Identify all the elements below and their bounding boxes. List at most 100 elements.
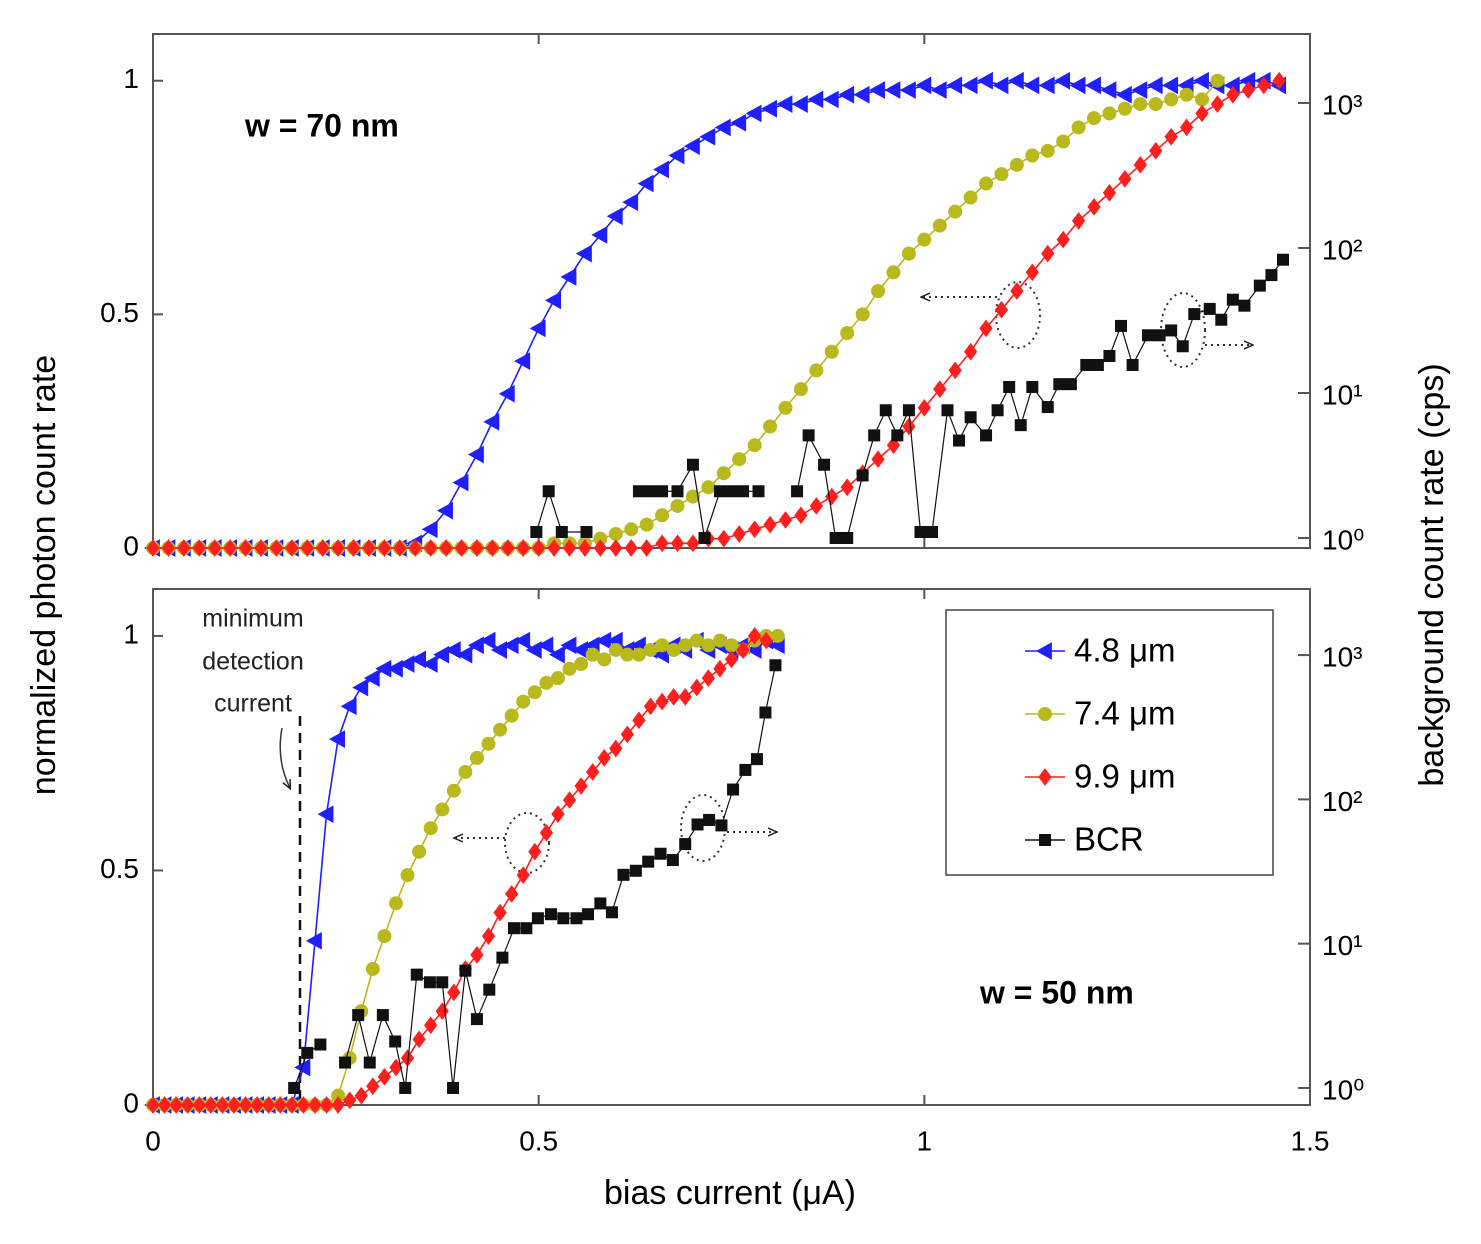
- marker: [421, 655, 438, 673]
- marker: [1040, 143, 1055, 158]
- marker: [1025, 263, 1039, 282]
- marker: [853, 85, 870, 104]
- marker: [435, 802, 450, 817]
- marker: [1226, 293, 1239, 306]
- marker: [655, 638, 670, 653]
- marker: [1084, 76, 1101, 95]
- marker: [930, 81, 947, 99]
- marker: [794, 506, 808, 525]
- marker: [1009, 157, 1024, 172]
- marker: [352, 678, 369, 697]
- marker: [447, 1081, 460, 1094]
- annotation: w = 70 nm: [244, 107, 399, 143]
- y2-tick-label: 10²: [1322, 786, 1362, 817]
- marker: [643, 642, 658, 657]
- marker: [655, 692, 669, 711]
- marker: [1041, 244, 1055, 263]
- marker: [724, 650, 739, 669]
- marker: [643, 697, 658, 716]
- marker: [891, 429, 904, 442]
- marker: [456, 645, 473, 664]
- marker: [398, 655, 415, 673]
- marker: [1179, 87, 1194, 102]
- marker: [840, 478, 854, 497]
- marker: [316, 539, 330, 557]
- marker: [585, 647, 600, 662]
- marker: [1265, 269, 1278, 282]
- marker: [1164, 127, 1178, 146]
- marker: [1210, 95, 1225, 113]
- marker: [423, 976, 436, 989]
- marker: [483, 412, 500, 431]
- marker: [655, 508, 670, 523]
- marker: [822, 90, 839, 109]
- marker: [608, 642, 623, 657]
- marker: [545, 291, 561, 310]
- min-detection-arrow: [279, 727, 290, 788]
- marker: [977, 71, 993, 90]
- marker: [1054, 71, 1071, 90]
- y2-tick-label: 10¹: [1322, 379, 1362, 410]
- marker: [294, 1058, 311, 1077]
- y2-tick-label: 10³: [1322, 89, 1362, 120]
- marker: [715, 819, 728, 832]
- marker: [666, 854, 679, 867]
- marker: [745, 104, 762, 123]
- y2-tick-label: 10¹: [1322, 930, 1362, 961]
- marker: [319, 1096, 334, 1114]
- marker: [452, 473, 469, 492]
- marker: [752, 485, 765, 498]
- marker: [730, 113, 747, 132]
- y2-tick-label: 10²: [1322, 234, 1362, 265]
- marker: [979, 176, 994, 191]
- marker: [516, 539, 530, 557]
- marker: [609, 739, 623, 758]
- plot-frame: [152, 588, 1311, 1106]
- marker: [644, 485, 657, 498]
- marker: [1038, 76, 1055, 95]
- marker: [701, 669, 715, 687]
- marker: [516, 694, 531, 709]
- marker: [548, 645, 565, 664]
- marker: [491, 641, 507, 659]
- marker: [879, 404, 892, 417]
- marker: [594, 897, 607, 910]
- marker: [593, 539, 607, 557]
- marker: [597, 749, 611, 767]
- marker: [1133, 156, 1147, 174]
- marker: [763, 515, 777, 534]
- marker: [223, 539, 237, 557]
- marker: [871, 450, 885, 469]
- marker: [285, 1096, 299, 1114]
- marker: [963, 190, 978, 205]
- marker: [493, 722, 508, 737]
- marker: [807, 90, 824, 109]
- marker: [608, 526, 623, 541]
- marker: [736, 641, 750, 659]
- marker: [667, 688, 681, 706]
- marker: [192, 1096, 206, 1114]
- marker: [376, 1009, 389, 1022]
- marker: [714, 118, 731, 137]
- marker: [545, 908, 558, 921]
- marker: [574, 777, 588, 795]
- marker: [620, 725, 634, 744]
- marker: [439, 539, 453, 557]
- marker: [254, 539, 268, 557]
- marker: [1118, 170, 1132, 188]
- marker: [1014, 419, 1027, 432]
- marker: [542, 485, 555, 498]
- marker: [1080, 358, 1093, 371]
- marker: [412, 844, 427, 859]
- marker: [791, 485, 804, 498]
- marker: [362, 539, 376, 557]
- marker: [192, 539, 206, 557]
- marker: [562, 539, 577, 557]
- marker: [1257, 76, 1271, 95]
- legend-box: [945, 609, 1274, 876]
- marker: [1025, 148, 1040, 163]
- marker: [269, 539, 284, 557]
- marker: [1003, 380, 1016, 393]
- marker: [701, 480, 716, 495]
- marker: [818, 458, 831, 471]
